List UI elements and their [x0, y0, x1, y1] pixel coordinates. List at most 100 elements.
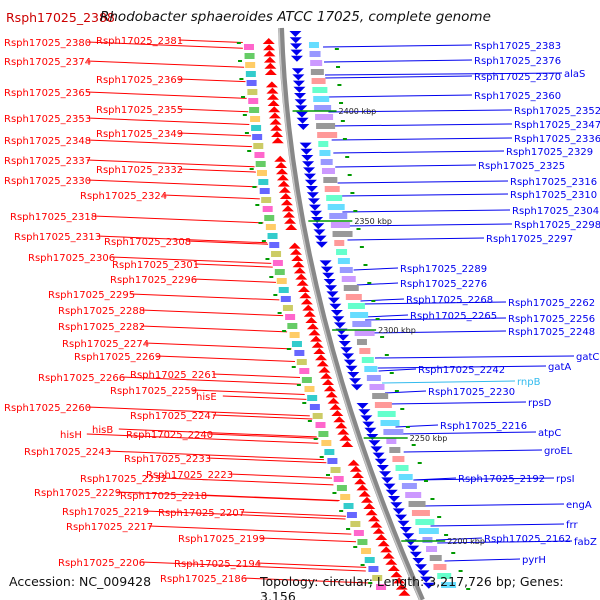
feature-block	[267, 233, 278, 239]
feature-block	[299, 368, 310, 374]
feature-block	[246, 80, 257, 86]
reverse-gene-arrow	[290, 43, 303, 50]
connector-reverse	[364, 314, 409, 318]
feature-block	[282, 305, 293, 311]
gene-label-reverse: Rsph17025_2248	[508, 327, 595, 338]
feature-block	[262, 206, 273, 212]
feature-block	[291, 341, 302, 347]
reverse-gene-arrow	[297, 124, 310, 130]
green-marker	[367, 282, 372, 284]
connector-forward	[192, 389, 305, 395]
feature-block	[301, 377, 312, 383]
forward-gene-arrow	[277, 180, 290, 187]
green-marker	[466, 588, 471, 590]
reverse-gene-arrow	[312, 223, 325, 230]
connector-forward	[178, 108, 249, 113]
connector-forward	[178, 39, 243, 44]
reverse-gene-arrow	[314, 235, 327, 242]
reverse-gene-arrow	[323, 279, 336, 285]
forward-gene-arrow	[393, 577, 406, 584]
connector-forward	[144, 342, 292, 350]
feature-block	[326, 195, 343, 201]
gene-label-reverse: fabZ	[574, 537, 597, 548]
reverse-gene-arrow	[420, 576, 433, 583]
feature-block	[380, 420, 400, 426]
connector-forward	[228, 473, 333, 479]
feature-block	[308, 42, 319, 48]
feature-block	[364, 557, 375, 563]
title-gene-tag[interactable]: Rsph17025_2388	[6, 10, 115, 25]
connector-reverse	[335, 164, 477, 168]
green-marker	[353, 210, 358, 212]
green-marker	[353, 546, 358, 548]
reverse-gene-arrow	[349, 378, 362, 385]
forward-gene-arrow	[293, 267, 306, 274]
feature-block	[248, 98, 259, 104]
forward-gene-arrow	[327, 397, 340, 404]
feature-block	[350, 521, 361, 527]
green-marker	[350, 192, 355, 194]
green-marker	[236, 42, 241, 44]
gene-label-forward: Rsph17025_2186	[160, 574, 247, 585]
feature-block	[340, 494, 351, 500]
reverse-gene-arrow	[374, 458, 387, 465]
forward-gene-arrow	[282, 211, 295, 218]
connector-forward	[86, 60, 245, 68]
gene-label-reverse: Rsph17025_2262	[508, 298, 595, 309]
green-marker	[307, 420, 312, 422]
feature-block	[253, 143, 264, 149]
feature-block	[323, 177, 338, 183]
green-marker	[356, 228, 361, 230]
forward-gene-arrow	[268, 112, 281, 119]
forward-gene-arrow	[360, 496, 373, 503]
connector-forward	[86, 117, 250, 125]
forward-gene-arrow	[311, 341, 324, 348]
connector-reverse	[422, 503, 565, 507]
feature-block	[264, 215, 275, 221]
feature-block	[372, 575, 383, 581]
connector-forward	[186, 240, 269, 245]
feature-block	[377, 411, 396, 417]
reverse-gene-arrow	[320, 266, 333, 273]
reverse-gene-arrow	[304, 179, 317, 186]
feature-block	[347, 303, 365, 309]
green-marker	[242, 114, 247, 116]
forward-gene-arrow	[271, 137, 284, 144]
gene-label-forward: Rsph17025_2282	[58, 322, 145, 333]
connector-forward	[208, 433, 319, 439]
reverse-gene-arrow	[372, 452, 385, 459]
reverse-gene-arrow	[296, 117, 309, 124]
green-marker	[258, 222, 263, 224]
forward-gene-arrow	[377, 540, 390, 547]
scale-label: 2250 kbp	[410, 434, 448, 443]
gene-label-reverse: Rsph17025_2316	[510, 177, 597, 188]
gene-label-reverse: Rsph17025_2383	[474, 41, 561, 52]
reverse-gene-arrow	[300, 148, 313, 155]
connector-reverse	[436, 537, 483, 541]
feature-block	[383, 429, 404, 435]
green-marker	[273, 294, 278, 296]
connector-reverse	[325, 72, 563, 76]
gene-label-forward: Rsph17025_2337	[4, 156, 91, 167]
forward-gene-arrow	[365, 509, 378, 516]
forward-gene-arrow	[263, 44, 276, 51]
gene-label-forward: Rsph17025_2306	[28, 253, 115, 264]
forward-gene-arrow	[278, 186, 291, 193]
reverse-gene-arrow	[385, 489, 398, 496]
green-marker	[363, 264, 368, 266]
feature-block	[245, 62, 256, 68]
reverse-gene-arrow	[370, 446, 383, 453]
feature-block	[408, 501, 426, 507]
connector-forward	[140, 561, 366, 572]
gene-label-reverse: Rsph17025_2360	[474, 91, 561, 102]
green-marker	[417, 462, 422, 464]
connector-reverse	[323, 44, 473, 48]
forward-gene-arrow	[300, 298, 313, 305]
feature-track	[236, 42, 471, 590]
gene-label-forward: Rsph17025_2296	[110, 275, 197, 286]
connector-forward	[202, 494, 340, 501]
forward-gene-arrow	[322, 379, 335, 385]
feature-block	[259, 188, 270, 194]
reverse-gene-arrow	[376, 465, 389, 471]
reverse-gene-arrow	[388, 496, 401, 502]
